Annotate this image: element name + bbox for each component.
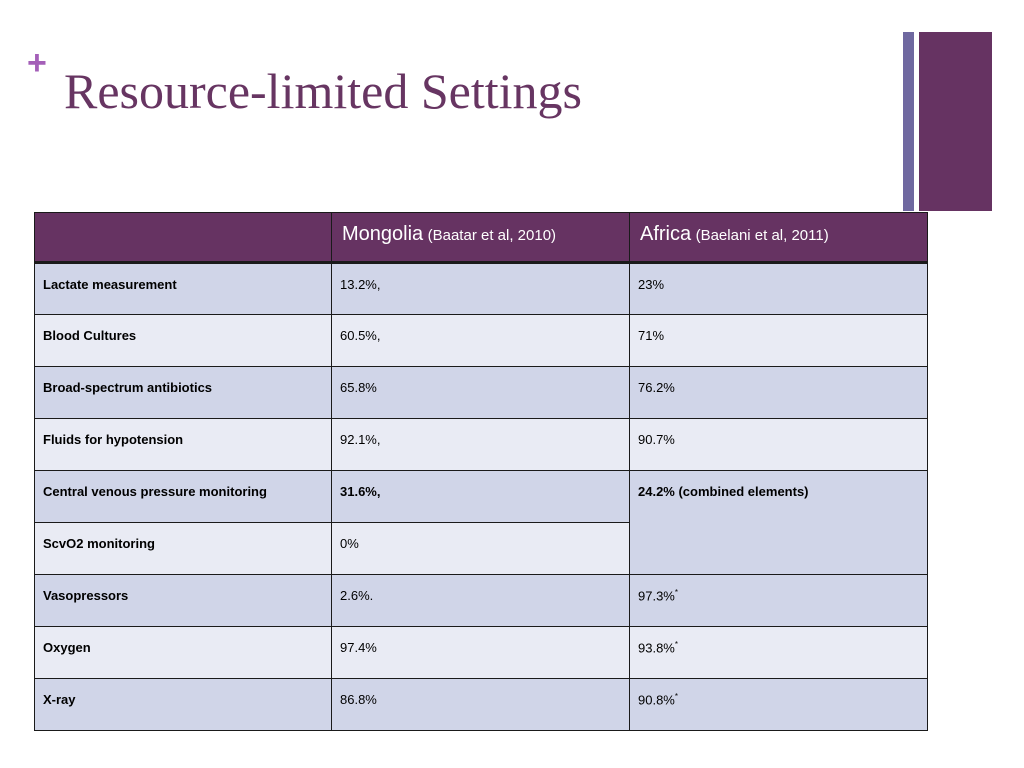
mongolia-value: 31.6%,: [331, 470, 630, 523]
africa-value: 76.2%: [629, 366, 928, 419]
table-row: Oxygen 97.4% 93.8%*: [34, 626, 928, 679]
mongolia-value: 92.1%,: [331, 418, 630, 471]
footnote-marker: *: [674, 588, 678, 597]
row-label: Central venous pressure monitoring: [34, 470, 332, 523]
footnote-marker: *: [674, 640, 678, 649]
mongolia-value: 86.8%: [331, 678, 630, 731]
africa-value: 90.7%: [629, 418, 928, 471]
header-mongolia-title: Mongolia: [342, 223, 424, 245]
mongolia-value: 0%: [331, 522, 630, 575]
row-label: Lactate measurement: [34, 262, 332, 315]
row-label: Oxygen: [34, 626, 332, 679]
header-empty-cell: [34, 212, 332, 264]
table-row: Blood Cultures 60.5%, 71%: [34, 314, 928, 367]
row-label: X-ray: [34, 678, 332, 731]
mongolia-value: 2.6%.: [331, 574, 630, 627]
table-row: Broad-spectrum antibiotics 65.8% 76.2%: [34, 366, 928, 419]
table-row: Vasopressors 2.6%. 97.3%*: [34, 574, 928, 627]
table-row: Lactate measurement 13.2%, 23%: [34, 262, 928, 315]
header-africa-ref: (Baelani et al, 2011): [695, 227, 829, 244]
row-label: Broad-spectrum antibiotics: [34, 366, 332, 419]
header-africa-title: Africa: [640, 223, 692, 245]
mongolia-value: 65.8%: [331, 366, 630, 419]
slide-title: Resource-limited Settings: [64, 63, 582, 119]
row-label: Fluids for hypotension: [34, 418, 332, 471]
africa-value: 97.3%*: [629, 574, 928, 627]
table-row: Fluids for hypotension 92.1%, 90.7%: [34, 418, 928, 471]
mongolia-value: 60.5%,: [331, 314, 630, 367]
africa-value-combined: 24.2% (combined elements): [629, 470, 928, 575]
footnote-marker: *: [674, 692, 678, 701]
mongolia-value: 13.2%,: [331, 262, 630, 315]
table-row: Central venous pressure monitoring 31.6%…: [34, 470, 928, 575]
mongolia-value: 97.4%: [331, 626, 630, 679]
table-row: X-ray 86.8% 90.8%*: [34, 678, 928, 731]
table-header-row: Mongolia (Baatar et al, 2010) Africa (Ba…: [34, 212, 928, 264]
plus-bullet-icon: +: [27, 44, 47, 82]
header-africa: Africa (Baelani et al, 2011): [629, 212, 928, 264]
comparison-table: Mongolia (Baatar et al, 2010) Africa (Ba…: [34, 212, 928, 731]
row-label: ScvO2 monitoring: [34, 522, 332, 575]
header-mongolia-ref: (Baatar et al, 2010): [427, 227, 557, 244]
africa-value: 23%: [629, 262, 928, 315]
decorative-purple-block: [919, 32, 992, 211]
table-row: ScvO2 monitoring 0%: [34, 522, 928, 575]
africa-value: 90.8%*: [629, 678, 928, 731]
row-label: Vasopressors: [34, 574, 332, 627]
africa-value: 71%: [629, 314, 928, 367]
header-mongolia: Mongolia (Baatar et al, 2010): [331, 212, 630, 264]
decorative-thin-bar: [903, 32, 914, 211]
africa-value: 93.8%*: [629, 626, 928, 679]
row-label: Blood Cultures: [34, 314, 332, 367]
